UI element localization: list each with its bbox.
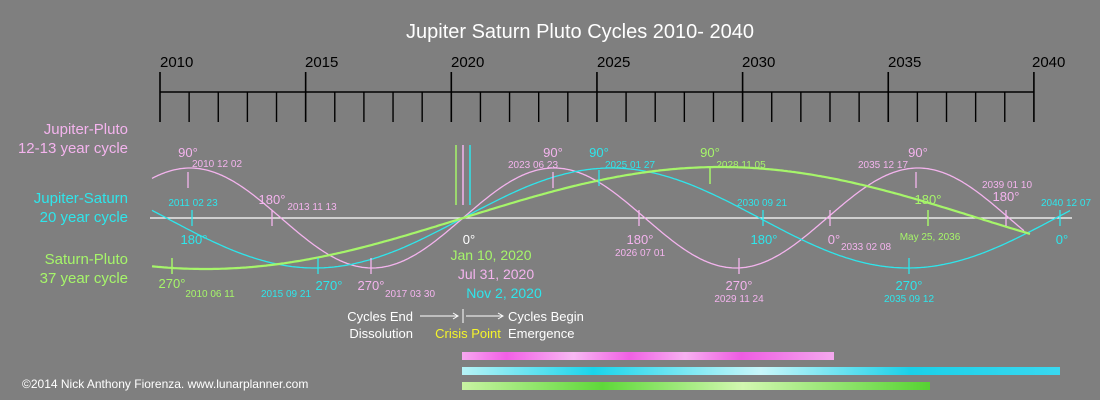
jupiter-saturn-name: Jupiter-Saturn bbox=[34, 190, 128, 207]
js-angle-6: 270° bbox=[896, 278, 923, 293]
saturn-pluto-annotations: 270° 2010 06 11 90° 2028 11 05 180° May … bbox=[159, 145, 961, 300]
year-label-2035: 2035 bbox=[888, 54, 921, 71]
jupiter-saturn-curve bbox=[151, 167, 1071, 269]
jp-date-4: 2023 06 23 bbox=[508, 160, 558, 171]
js-date-5: 2030 09 21 bbox=[737, 198, 787, 209]
js-angle-5: 180° bbox=[751, 232, 778, 247]
year-labels: 2010 2015 2020 2025 2030 2035 2040 bbox=[160, 54, 1065, 71]
year-label-2015: 2015 bbox=[305, 54, 338, 71]
phase-end-line1: Cycles End bbox=[347, 309, 413, 324]
conjunction-date-2: Jul 31, 2020 bbox=[458, 266, 534, 282]
js-date-7: 2040 12 07 bbox=[1041, 198, 1091, 209]
conjunction-angle: 0° bbox=[463, 232, 475, 247]
js-date-4: 2025 01 27 bbox=[605, 160, 655, 171]
jp-angle-7: 0° bbox=[828, 232, 840, 247]
year-label-2020: 2020 bbox=[451, 54, 484, 71]
diagram-title: Jupiter Saturn Pluto Cycles 2010- 2040 bbox=[406, 21, 754, 43]
js-date-1: 2011 02 23 bbox=[168, 198, 218, 209]
jp-date-1: 2010 12 02 bbox=[192, 159, 242, 170]
jp-angle-2: 180° bbox=[259, 192, 286, 207]
jupiter-saturn-period: 20 year cycle bbox=[40, 209, 128, 226]
conjunction-date-1: Jan 10, 2020 bbox=[451, 247, 532, 263]
arrow-begin-head bbox=[497, 312, 504, 320]
js-angle-7: 0° bbox=[1056, 232, 1068, 247]
jp-date-2: 2013 11 13 bbox=[287, 202, 337, 213]
phase-begin-line2: Emergence bbox=[508, 326, 574, 341]
jp-date-3: 2017 03 30 bbox=[385, 289, 435, 300]
jupiter-pluto-bar bbox=[462, 352, 834, 360]
js-angle-3: 270° bbox=[316, 278, 343, 293]
phase-begin-line1: Cycles Begin bbox=[508, 309, 584, 324]
saturn-pluto-bar bbox=[462, 382, 930, 390]
phase-description: Cycles End Dissolution Crisis Point Cycl… bbox=[347, 309, 584, 341]
js-date-6: 2035 09 12 bbox=[884, 294, 934, 305]
saturn-pluto-name: Saturn-Pluto bbox=[45, 251, 128, 268]
jp-angle-9: 180° bbox=[993, 189, 1020, 204]
crisis-point-label: Crisis Point bbox=[435, 326, 501, 341]
sp-angle-1: 270° bbox=[159, 276, 186, 291]
jupiter-saturn-annotations: 2011 02 23 180° 270° 2015 09 21 90° 2025… bbox=[168, 145, 1091, 305]
js-date-3: 2015 09 21 bbox=[261, 289, 311, 300]
year-label-2030: 2030 bbox=[742, 54, 775, 71]
jp-date-8: 2035 12 17 bbox=[858, 160, 908, 171]
jp-date-5: 2026 07 01 bbox=[615, 248, 665, 259]
sp-date-2: 2028 11 05 bbox=[716, 160, 766, 171]
jupiter-saturn-bar bbox=[462, 367, 1060, 375]
saturn-pluto-period: 37 year cycle bbox=[40, 270, 128, 287]
jp-angle-5: 180° bbox=[627, 232, 654, 247]
conjunction-date-3: Nov 2, 2020 bbox=[466, 285, 542, 301]
jp-angle-6: 270° bbox=[726, 278, 753, 293]
jp-angle-4: 90° bbox=[543, 145, 563, 160]
sp-angle-3: 180° bbox=[915, 192, 942, 207]
phase-end-line2: Dissolution bbox=[349, 326, 413, 341]
year-label-2040: 2040 bbox=[1032, 54, 1065, 71]
cycle-labels: Jupiter-Pluto 12-13 year cycle Jupiter-S… bbox=[18, 121, 128, 287]
jupiter-pluto-annotations: 90° 2010 12 02 180° 2013 11 13 270° 2017… bbox=[178, 145, 1032, 305]
arrow-end-head bbox=[452, 312, 459, 320]
year-label-2025: 2025 bbox=[597, 54, 630, 71]
jp-angle-8: 90° bbox=[908, 145, 928, 160]
sp-angle-2: 90° bbox=[700, 145, 720, 160]
jp-date-7: 2033 02 08 bbox=[841, 242, 891, 253]
jp-date-6: 2029 11 24 bbox=[714, 294, 764, 305]
year-label-2010: 2010 bbox=[160, 54, 193, 71]
js-angle-2: 180° bbox=[181, 232, 208, 247]
saturn-pluto-curve bbox=[151, 165, 1031, 271]
js-angle-4: 90° bbox=[589, 145, 609, 160]
timeline-ruler bbox=[159, 72, 1035, 122]
conjunction-annotations: 0° Jan 10, 2020 Jul 31, 2020 Nov 2, 2020 bbox=[451, 232, 542, 301]
curve-ticks bbox=[171, 168, 1061, 274]
jp-date-9: 2039 01 10 bbox=[982, 180, 1032, 191]
copyright-footer: ©2014 Nick Anthony Fiorenza. www.lunarpl… bbox=[22, 377, 308, 391]
jp-angle-3: 270° bbox=[358, 278, 385, 293]
jupiter-pluto-curve bbox=[151, 167, 1025, 269]
jp-angle-1: 90° bbox=[178, 145, 198, 160]
jupiter-pluto-period: 12-13 year cycle bbox=[18, 140, 128, 157]
jupiter-pluto-name: Jupiter-Pluto bbox=[44, 121, 128, 138]
sp-date-1: 2010 06 11 bbox=[185, 289, 235, 300]
sp-date-3: May 25, 2036 bbox=[900, 232, 961, 243]
